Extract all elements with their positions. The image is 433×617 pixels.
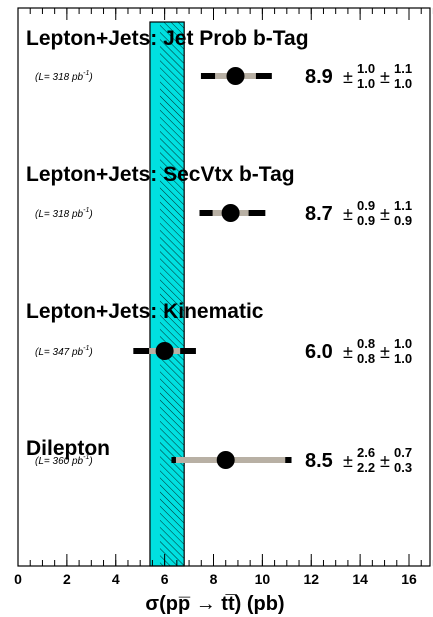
error-symbol: ± [343, 204, 353, 224]
syst-up-label: 1.0 [394, 336, 412, 351]
syst-down-label: 0.3 [394, 460, 412, 475]
luminosity-close: ) [88, 209, 92, 220]
value-label: 8.7 [305, 203, 333, 225]
luminosity-exponent: -1 [83, 70, 89, 77]
error-symbol: ± [343, 67, 353, 87]
x-tick-label: 6 [161, 571, 169, 587]
measurement-title: Dilepton [26, 437, 110, 460]
luminosity-text: (L= 347 pb [35, 347, 84, 358]
measurement-point [216, 451, 235, 469]
measurement-point [221, 204, 240, 222]
luminosity-exponent: -1 [83, 345, 89, 352]
syst-up-label: 1.1 [394, 61, 412, 76]
x-tick-label: 8 [210, 571, 218, 587]
luminosity-close: ) [88, 456, 92, 467]
x-tick-label: 2 [63, 571, 71, 587]
luminosity: (L= 318 pb-1) [35, 70, 93, 83]
syst-up-label: 1.1 [394, 198, 412, 213]
syst-down-label: 1.0 [394, 76, 412, 91]
stat-up-label: 2.6 [357, 445, 375, 460]
measurement-title: Lepton+Jets: Kinematic [26, 300, 264, 323]
error-symbol: ± [380, 342, 390, 362]
stat-down-label: 0.9 [357, 213, 375, 228]
measurement-title: Lepton+Jets: Jet Prob b-Tag [26, 27, 309, 50]
error-symbol: ± [380, 204, 390, 224]
syst-up-label: 0.7 [394, 445, 412, 460]
x-tick-label: 12 [303, 571, 319, 587]
value-label: 6.0 [305, 341, 333, 363]
x-tick-label: 4 [112, 571, 120, 587]
luminosity: (L= 347 pb-1) [35, 345, 93, 358]
syst-down-label: 1.0 [394, 351, 412, 366]
luminosity-exponent: -1 [83, 454, 89, 461]
x-tick-label: 0 [14, 571, 22, 587]
stat-down-label: 0.8 [357, 351, 375, 366]
luminosity-close: ) [88, 72, 92, 83]
luminosity-text: (L= 318 pb [35, 72, 84, 83]
luminosity-text: (L= 318 pb [35, 209, 84, 220]
luminosity-text: (L= 360 pb [35, 456, 84, 467]
error-symbol: ± [343, 451, 353, 471]
stat-up-label: 1.0 [357, 61, 375, 76]
x-tick-label: 14 [352, 571, 368, 587]
value-label: 8.5 [305, 450, 333, 472]
value-label: 8.9 [305, 66, 333, 88]
stat-down-label: 2.2 [357, 460, 375, 475]
measurement-title: Lepton+Jets: SecVtx b-Tag [26, 163, 295, 186]
luminosity-close: ) [88, 347, 92, 358]
x-tick-label: 10 [255, 571, 271, 587]
luminosity-exponent: -1 [83, 207, 89, 214]
stat-up-label: 0.9 [357, 198, 375, 213]
x-tick-label: 16 [401, 571, 417, 587]
error-symbol: ± [380, 451, 390, 471]
luminosity: (L= 360 pb-1) [35, 454, 93, 467]
syst-down-label: 0.9 [394, 213, 412, 228]
measurement-point [155, 342, 174, 360]
error-symbol: ± [380, 67, 390, 87]
luminosity: (L= 318 pb-1) [35, 207, 93, 220]
plot-frame [17, 7, 431, 567]
measurement-point [226, 67, 245, 85]
error-symbol: ± [343, 342, 353, 362]
x-axis-title: σ(pp̅ → tt̅) (pb) [145, 593, 284, 615]
theory-band-hatch [159, 22, 185, 566]
stat-up-label: 0.8 [357, 336, 375, 351]
stat-down-label: 1.0 [357, 76, 375, 91]
